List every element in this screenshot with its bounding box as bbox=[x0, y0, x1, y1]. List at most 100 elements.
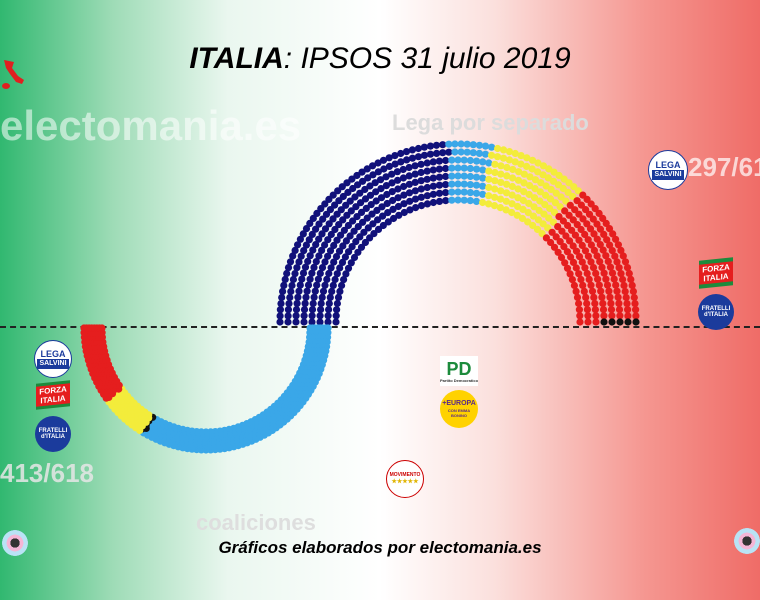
seat-dot bbox=[333, 299, 341, 308]
seat-dot bbox=[473, 165, 481, 173]
seat-dot bbox=[519, 196, 528, 205]
lega-logo: LEGA SALVINI bbox=[648, 150, 688, 190]
seat-dot bbox=[391, 152, 399, 160]
seat-dot bbox=[400, 191, 408, 199]
chart-top-title: Lega por separado bbox=[392, 110, 589, 135]
seat-dot bbox=[414, 153, 423, 161]
seat-dot bbox=[541, 201, 549, 209]
seat-dot bbox=[460, 172, 468, 180]
seat-dot bbox=[583, 306, 592, 314]
seat-dot bbox=[402, 148, 411, 156]
title-country: ITALIA bbox=[189, 42, 284, 75]
seat-dot bbox=[394, 185, 402, 193]
seat-dot bbox=[411, 162, 419, 170]
seat-dot bbox=[432, 141, 441, 149]
seat-dot bbox=[523, 154, 531, 162]
seat-dot bbox=[313, 209, 321, 217]
seat-dot bbox=[525, 199, 533, 208]
seat-dot bbox=[466, 197, 474, 205]
seat-dot bbox=[331, 201, 339, 209]
seat-dot bbox=[289, 252, 297, 260]
seat-dot bbox=[389, 205, 397, 213]
movimento-5-stelle-logo: MOVIMENTO ★★★★★ bbox=[386, 460, 424, 498]
seat-dot bbox=[457, 148, 465, 156]
seat-dot bbox=[603, 236, 611, 244]
seat-dot bbox=[374, 159, 382, 167]
seat-dot bbox=[379, 212, 387, 220]
seat-dot bbox=[615, 306, 624, 314]
seat-dot bbox=[491, 177, 499, 185]
seat-dot bbox=[360, 228, 368, 236]
seat-dot bbox=[423, 200, 431, 208]
seat-dot bbox=[625, 269, 633, 278]
seat-dot bbox=[295, 287, 303, 295]
seat-dot bbox=[306, 252, 314, 260]
seat-dot bbox=[547, 238, 555, 247]
seat-dot bbox=[479, 166, 487, 174]
seat-dot bbox=[606, 293, 614, 301]
seat-dot bbox=[448, 196, 456, 204]
pd-logo: PD Partito Democratico bbox=[440, 356, 478, 386]
seat-dot bbox=[573, 221, 581, 229]
seat-dot bbox=[466, 181, 474, 189]
seat-dot bbox=[442, 197, 450, 205]
seat-dot bbox=[417, 177, 425, 185]
seat-dot bbox=[329, 191, 337, 199]
seat-dot bbox=[289, 275, 297, 284]
seat-dot bbox=[354, 181, 362, 189]
seat-dot bbox=[308, 312, 316, 320]
seat-dot bbox=[596, 241, 604, 249]
seat-dot bbox=[569, 242, 577, 250]
seat-dot bbox=[545, 165, 553, 173]
seat-dot bbox=[608, 247, 616, 255]
seat-dot bbox=[559, 184, 567, 193]
seat-dot bbox=[310, 263, 318, 271]
seat-dot bbox=[623, 300, 631, 308]
seat-dot bbox=[582, 293, 590, 301]
seat-dot bbox=[389, 196, 397, 205]
seat-dot bbox=[298, 275, 306, 283]
seat-dot bbox=[621, 287, 629, 296]
chart-bottom-title: coaliciones bbox=[196, 510, 316, 535]
seat-dot bbox=[333, 306, 341, 314]
seat-dot bbox=[497, 170, 505, 178]
seat-dot bbox=[564, 188, 572, 196]
seat-dot bbox=[315, 235, 323, 243]
page-title: ITALIA: IPSOS 31 julio 2019 bbox=[0, 42, 760, 76]
seat-dot bbox=[372, 188, 380, 196]
seat-dot bbox=[632, 306, 640, 314]
seat-dot bbox=[500, 146, 508, 154]
europa-logo: +EUROPA CON EMMA BONINO bbox=[440, 390, 478, 428]
seat-dot bbox=[308, 269, 316, 277]
seat-dot bbox=[316, 312, 324, 320]
seat-dot bbox=[629, 287, 638, 295]
seat-dot bbox=[309, 214, 317, 222]
seat-dot bbox=[566, 237, 574, 245]
seat-dot bbox=[550, 243, 559, 251]
seat-dot bbox=[566, 270, 574, 278]
seat-dot bbox=[505, 148, 514, 156]
seat-dot bbox=[513, 211, 521, 219]
seat-dot bbox=[374, 225, 383, 233]
seat-dot bbox=[578, 241, 586, 250]
seat-dot bbox=[571, 206, 579, 214]
seat-dot bbox=[551, 199, 560, 207]
seat-dot bbox=[319, 287, 328, 295]
seat-dot bbox=[598, 263, 606, 271]
seat-dot bbox=[315, 220, 323, 228]
seat-dot bbox=[341, 253, 349, 261]
seat-dot bbox=[523, 162, 531, 170]
seat-dot bbox=[335, 221, 343, 229]
seat-dot bbox=[366, 191, 375, 199]
seat-dot bbox=[369, 220, 377, 228]
seat-dot bbox=[578, 258, 586, 266]
seat-dot bbox=[518, 214, 527, 223]
seat-dot bbox=[472, 189, 481, 197]
seat-dot bbox=[334, 187, 342, 195]
seat-dot bbox=[481, 150, 490, 158]
seat-dot bbox=[294, 241, 302, 249]
seat-dot bbox=[295, 258, 303, 266]
chart-bottom-total: 413/618 bbox=[0, 458, 94, 488]
seat-dot bbox=[547, 185, 555, 194]
seat-dot bbox=[590, 246, 599, 254]
